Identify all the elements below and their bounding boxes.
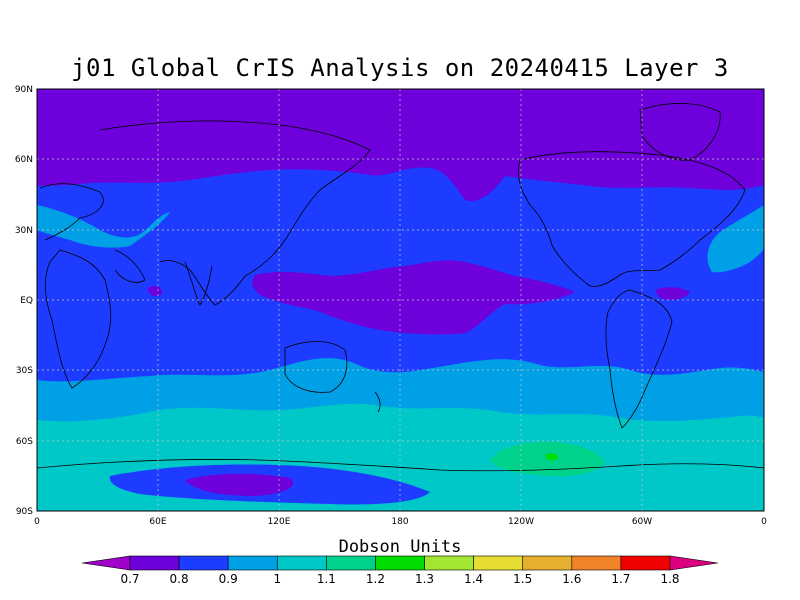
colorbar-arrow-high <box>669 555 719 571</box>
colorbar-label: 1.3 <box>415 572 434 586</box>
coast-europe-africa <box>39 183 112 389</box>
colorbar: 0.7 0.8 0.9 1 1.1 1.2 1.3 1.4 1.5 1.6 1.7 1.8 <box>81 555 719 586</box>
lat-axis: 90N 60N 30N EQ 30S 60S 90S <box>15 85 33 517</box>
lat-tick-90s: 90S <box>16 507 33 517</box>
lat-tick-90n: 90N <box>15 85 33 95</box>
lon-tick-60e: 60E <box>149 517 166 527</box>
colorbar-arrow-low <box>81 555 131 571</box>
colorbar-box <box>522 555 573 571</box>
lon-axis: 0 60E 120E 180 120W 60W 0 <box>34 517 767 527</box>
colorbar-box <box>227 555 278 571</box>
north-polar-region <box>37 89 764 201</box>
tropical-pacific-low <box>252 260 575 335</box>
colorbar-box <box>276 555 327 571</box>
coast-arabia <box>114 249 146 283</box>
lat-tick-30n: 30N <box>15 226 33 236</box>
lon-tick-0-left: 0 <box>34 517 40 527</box>
colorbar-box <box>326 555 376 571</box>
lon-tick-0-right: 0 <box>761 517 767 527</box>
colorbar-label: 0.9 <box>219 572 238 586</box>
colorbar-box <box>424 555 474 571</box>
coast-greenland <box>639 103 721 161</box>
map-frame <box>36 88 765 512</box>
coast-antarctica <box>37 459 764 472</box>
tropical-small-low <box>655 287 690 300</box>
lat-tick-60n: 60N <box>15 155 33 165</box>
coastlines <box>37 103 764 472</box>
colorbar-label: 1.8 <box>660 572 679 586</box>
lat-tick-30s: 30S <box>16 366 33 376</box>
colorbar-label: 1.7 <box>611 572 630 586</box>
colorbar-label: 1.2 <box>366 572 385 586</box>
colorbar-label: 1 <box>273 572 281 586</box>
coast-india <box>184 261 213 306</box>
colorbar-box <box>375 555 425 571</box>
tropical-small-low-2 <box>148 286 162 296</box>
lon-tick-120w: 120W <box>508 517 534 527</box>
colorbar-label: 1.1 <box>317 572 336 586</box>
colorbar-box <box>473 555 524 571</box>
atlantic-light-patch <box>707 205 764 273</box>
colorbar-box <box>620 555 671 571</box>
northern-light-patch <box>37 205 170 248</box>
coast-australia <box>284 341 348 393</box>
coast-asia <box>99 120 371 306</box>
colorbar-label: 1.4 <box>464 572 483 586</box>
colorbar-box <box>129 555 180 571</box>
lat-tick-eq: EQ <box>20 296 33 306</box>
colorbar-label: 1.5 <box>513 572 532 586</box>
coast-newzealand <box>374 391 381 413</box>
lon-tick-180: 180 <box>391 517 408 527</box>
chart-title: j01 Global CrIS Analysis on 20240415 Lay… <box>71 54 729 82</box>
southern-peak <box>545 453 558 461</box>
colorbar-label: 0.8 <box>170 572 189 586</box>
antarctic-low-core <box>185 473 294 496</box>
colorbar-label: 1.6 <box>562 572 581 586</box>
coast-south-america <box>605 289 673 429</box>
lon-tick-120e: 120E <box>268 517 291 527</box>
colorbar-title: Dobson Units <box>338 537 462 557</box>
colorbar-box <box>571 555 622 571</box>
lon-tick-60w: 60W <box>632 517 652 527</box>
colorbar-box <box>178 555 229 571</box>
lat-tick-60s: 60S <box>16 437 33 447</box>
grid <box>37 89 764 511</box>
coast-north-america <box>517 151 746 287</box>
colorbar-label: 0.7 <box>120 572 139 586</box>
